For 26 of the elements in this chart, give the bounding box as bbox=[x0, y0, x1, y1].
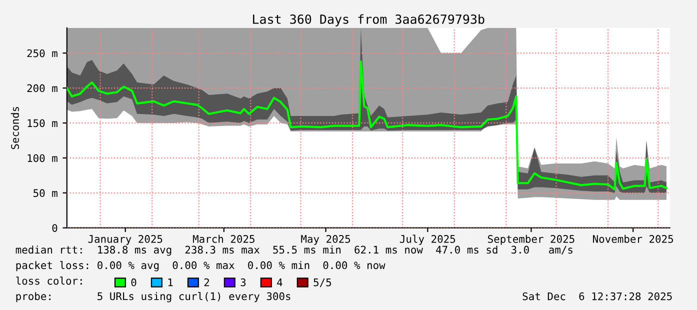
text: median rtt: 138.8 ms avg 238.3 ms max 55.5 ms min 62.1 ms now 47.0 ms sd 3.0 am/s bbox=[16, 246, 572, 256]
line-series bbox=[66, 60, 668, 190]
x-tick-label: September 2025 bbox=[488, 234, 574, 245]
legend-label: 0 bbox=[131, 278, 136, 286]
legend-label: 4 bbox=[277, 278, 282, 286]
text: Sat Dec 6 12:37:28 2025 bbox=[522, 292, 672, 300]
y-tick-label: 50 m bbox=[34, 189, 58, 198]
x-tick-label: March 2025 bbox=[192, 234, 254, 243]
legend-label: 3 bbox=[240, 278, 246, 286]
x-tick-label: January 2025 bbox=[88, 235, 162, 245]
y-axis-title: Seconds bbox=[10, 106, 19, 150]
legend-label: 5/5 bbox=[314, 278, 332, 288]
y-tick-label: 150 m bbox=[28, 119, 58, 128]
x-tick-label: November 2025 bbox=[593, 234, 674, 243]
y-tick-label: 100 m bbox=[28, 154, 58, 162]
y-tick-label: 250 m bbox=[27, 49, 58, 58]
x-tick-label: May 2025 bbox=[301, 235, 350, 245]
text: packet loss: 0.00 % avg 0.00 % max 0.00 % min 0.00 % now bbox=[16, 261, 386, 272]
text: probe: 5 URLs using curl(1) every 300s bbox=[16, 292, 290, 302]
legend-label: 1 bbox=[168, 278, 173, 286]
y-tick-label: 0 bbox=[52, 224, 58, 232]
legend-title: loss color: bbox=[16, 276, 82, 285]
y-tick-label: 200 m bbox=[27, 84, 58, 92]
chart-title: Last 360 Days from 3aa62679793b bbox=[253, 14, 484, 26]
x-tick-label: July 2025 bbox=[400, 234, 456, 245]
legend-label: 2 bbox=[204, 278, 209, 286]
